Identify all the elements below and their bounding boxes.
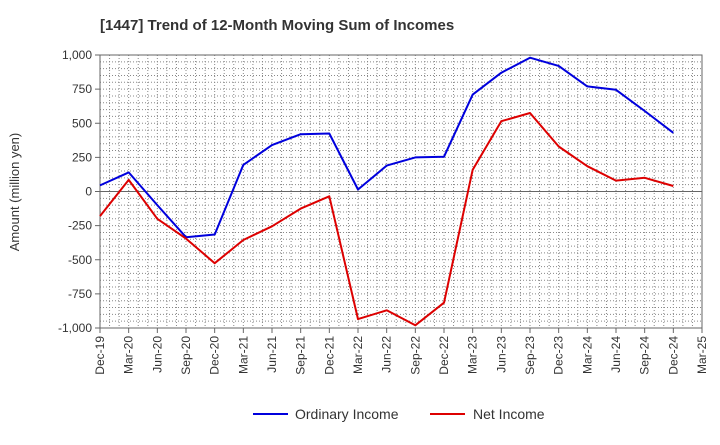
x-tick-label: Dec-19	[93, 336, 107, 375]
x-tick-label: Jun-22	[380, 336, 394, 373]
x-tick-label: Mar-21	[236, 336, 250, 374]
x-tick-label: Jun-23	[494, 336, 508, 373]
y-tick-label: 0	[85, 185, 92, 199]
x-tick-label: Sep-24	[638, 336, 652, 375]
y-tick-label: 1,000	[62, 48, 92, 62]
x-tick-label: Mar-24	[580, 336, 594, 374]
x-tick-label: Jun-21	[265, 336, 279, 373]
y-tick-label: 750	[72, 82, 92, 96]
chart-title: [1447] Trend of 12-Month Moving Sum of I…	[100, 17, 454, 34]
x-tick-label: Sep-21	[294, 336, 308, 375]
x-tick-label: Dec-21	[322, 336, 336, 375]
legend: Ordinary Income Net Income	[253, 406, 545, 422]
x-tick-label: Mar-22	[351, 336, 365, 374]
x-tick-label: Dec-23	[552, 336, 566, 375]
x-tick-label: Dec-20	[208, 336, 222, 375]
x-tick-label: Dec-24	[666, 336, 680, 375]
y-axis-label: Amount (million yen)	[7, 133, 22, 252]
x-tick-label: Sep-23	[523, 336, 537, 375]
y-tick-label: -500	[68, 253, 92, 267]
legend-label-net-income: Net Income	[473, 406, 545, 422]
y-tick-label: 500	[72, 116, 92, 130]
x-tick-label: Sep-22	[408, 336, 422, 375]
x-tick-label: Sep-20	[179, 336, 193, 375]
series-line-net-income	[99, 112, 674, 327]
legend-label-ordinary-income: Ordinary Income	[295, 406, 399, 422]
x-tick-label: Dec-22	[437, 336, 451, 375]
y-tick-label: -1,000	[58, 321, 92, 335]
series-line-ordinary-income	[99, 56, 674, 239]
series-lines	[99, 56, 674, 327]
y-tick-label: -750	[68, 287, 92, 301]
x-tick-label: Jun-20	[150, 336, 164, 373]
x-tick-label: Mar-20	[122, 336, 136, 374]
y-tick-label: 250	[72, 150, 92, 164]
x-tick-label: Mar-23	[466, 336, 480, 374]
x-tick-label: Jun-24	[609, 336, 623, 373]
y-tick-label: -250	[68, 219, 92, 233]
x-tick-label: Mar-25	[695, 336, 709, 374]
